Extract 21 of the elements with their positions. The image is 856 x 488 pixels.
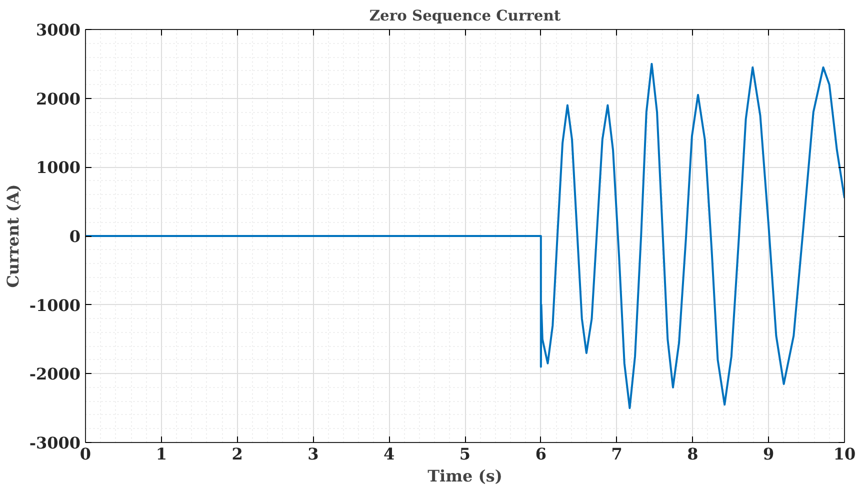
x-tick-label: 8	[687, 444, 698, 464]
y-tick-label: 0	[69, 227, 81, 246]
y-axis-title: Current (A)	[3, 184, 22, 288]
line-series	[86, 62, 844, 410]
y-tick-label: -1000	[29, 296, 80, 315]
x-tick-label: 6	[535, 444, 546, 464]
x-tick-label: 5	[459, 444, 471, 464]
x-tick-label: 2	[232, 444, 243, 464]
x-axis-title: Time (s)	[428, 466, 502, 486]
x-tick-label: 1	[156, 444, 167, 464]
chart-title: Zero Sequence Current	[369, 8, 561, 24]
x-tick-label: 10	[833, 444, 856, 464]
y-tick-label: -2000	[29, 364, 80, 384]
x-tick-label: 4	[384, 444, 395, 464]
x-tick-label: 9	[763, 444, 774, 464]
y-tick-label: 1000	[36, 158, 80, 178]
y-tick-label: 3000	[36, 20, 80, 40]
y-tick-label: 2000	[36, 89, 80, 108]
y-tick-label: -3000	[29, 434, 80, 452]
x-tick-label: 7	[611, 444, 622, 464]
x-tick-label: 3	[308, 444, 319, 464]
